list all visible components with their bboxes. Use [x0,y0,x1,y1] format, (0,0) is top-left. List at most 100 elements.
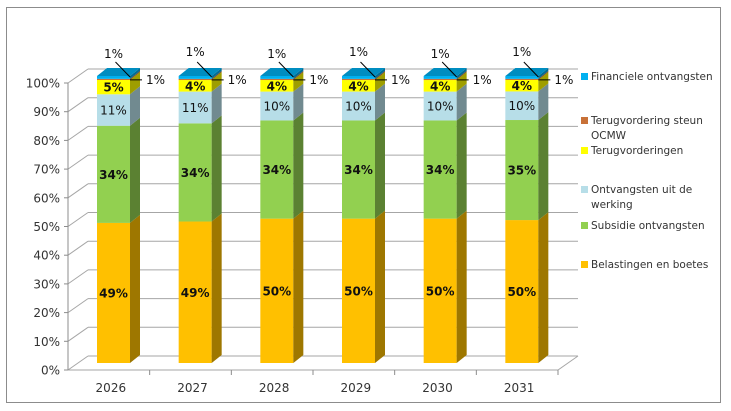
bar-top [260,68,304,76]
legend-swatch [581,186,588,193]
data-label: 4% [267,79,287,93]
bar-segment-front [178,80,212,92]
bar-segment-front [342,120,375,219]
bar-segment-front [423,120,457,219]
leader-line [278,61,294,78]
data-label: 10% [263,100,290,114]
x-tick-label: 2026 [96,381,127,395]
bar-segment-side [130,72,140,95]
gridline-side [67,298,89,314]
gridline-side [67,355,89,371]
bar-segment-front [178,76,212,79]
data-label: 10% [508,99,535,113]
data-label: 50% [426,284,455,298]
bar-segment-front [178,91,212,124]
legend-item-terugvorderingen: Terugvorderingen [581,144,716,159]
bar-2028 [260,68,304,363]
gridline-side [67,183,89,199]
bar-segment-front [260,80,294,92]
data-label: 49% [99,286,128,300]
bar-segment-side [130,214,140,363]
bar-segment-side [375,68,385,79]
bar-segment-side [375,72,385,92]
y-tick-label: 50% [33,220,60,234]
data-label: 49% [181,286,210,300]
y-tick-label: 100% [26,77,60,91]
bar-segment-front [423,80,457,92]
bar-segment-front [260,76,294,79]
bar-segment-side [293,83,304,121]
data-label: 10% [345,100,372,114]
data-label: 50% [262,284,291,298]
bar-segment-front [260,91,294,121]
data-label: 1% [473,73,492,87]
bar-segment-front [342,76,375,79]
data-label: 11% [182,101,209,115]
floor-edge [68,355,579,371]
bar-segment-side [538,72,549,92]
x-axis: 2026 2027 2028 2029 2030 2031 [96,370,559,395]
data-label: 5% [103,81,123,95]
gridline-side [67,326,89,342]
legend-item-ontvangsten-uit-de-werking: Ontvangsten uit de werking [581,183,716,213]
gridlines [67,68,578,371]
data-label: 4% [185,79,205,93]
data-label: 50% [507,285,536,299]
bar-segment-side [211,72,222,92]
bar-segment-side [456,68,467,79]
bar-segment-front [505,91,539,121]
bar-segment-front [178,123,212,222]
bar-segment-front [505,76,539,79]
leader-line [115,61,131,78]
gridline-side [67,97,89,113]
bar-segment-front [505,80,539,92]
bar-2027 [178,68,222,363]
y-tick-label: 40% [33,249,60,263]
data-labels: 49% 34% 11% 5% 1% 1% 49% 34% 11% 4% 1% 1% 50% 34% 10% 4… [99,45,573,300]
leader-line [360,61,376,78]
bar-segment-front [260,120,294,219]
data-label: 1% [554,73,573,87]
bar-segment-side [375,70,385,81]
data-label: 1% [228,73,247,87]
data-label: 1% [349,45,368,59]
data-label: 34% [344,163,373,177]
bar-segment-side [130,86,140,126]
data-label: 35% [507,164,536,178]
bar-segment-front [97,78,130,81]
x-tick-label: 2028 [259,381,290,395]
bar-top [342,68,385,76]
legend-label: Subsidie ontvangsten [591,220,705,232]
leader-line [441,61,458,78]
bar-2026 [97,68,140,363]
y-tick-label: 70% [33,163,60,177]
bar-segment-front [342,218,375,363]
x-tick-label: 2029 [341,381,372,395]
bar-segment-side [538,68,549,79]
data-label: 34% [181,166,210,180]
bar-2030 [423,68,467,363]
bar-top [423,68,467,76]
legend-swatch [581,117,588,124]
bar-segment-front [260,78,294,81]
bar-top [97,68,140,76]
bar-segment-front [505,120,539,221]
bar-segment-side [538,83,549,121]
bar-segment-front [505,220,539,363]
bar-segment-side [375,210,385,363]
bar-segment-side [456,112,467,219]
bar-segment-front [342,78,375,81]
bar-segment-side [538,212,549,363]
gridline-side [67,125,89,141]
bar-segment-side [538,70,549,81]
bar-top [505,68,549,76]
legend-swatch [581,261,588,268]
legend-item-financiele-ontvangsten: Financiele ontvangsten [581,70,716,85]
bar-segment-side [293,68,304,79]
bar-segment-front [505,78,539,81]
data-label: 4% [430,79,450,93]
bar-2031 [505,68,549,363]
data-label: 1% [186,45,205,59]
gridline-side [67,154,89,170]
bar-segment-front [423,218,457,363]
